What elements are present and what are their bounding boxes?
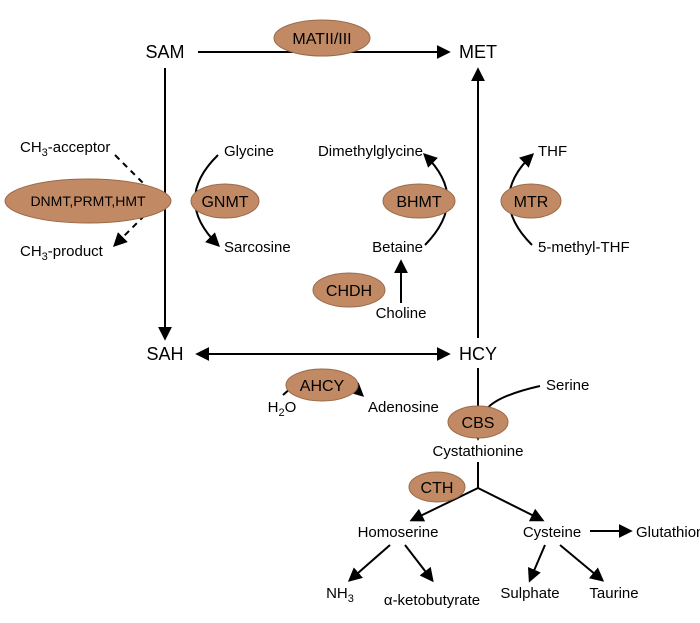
node-met: MET [459,42,497,62]
node-cysteine: Cysteine [523,524,581,541]
node-ch3-product: CH3-product [20,243,104,263]
node-5mthf: 5-methyl-THF [538,239,630,256]
enzyme-bhmt: BHMT [396,194,442,211]
enzyme-matii-iii: MATII/III [292,31,351,48]
enzyme-mtr: MTR [514,194,549,211]
node-cystathionine: Cystathionine [433,443,524,460]
enzyme-cth: CTH [421,480,454,497]
node-betaine: Betaine [372,239,423,256]
node-dmg: Dimethylglycine [318,143,423,160]
curve-serine [486,386,540,410]
edge-cys-sulph [530,545,545,580]
node-h2o: H2O [268,399,297,419]
node-nh3: NH3 [326,585,354,605]
node-taurine: Taurine [589,585,638,602]
node-sah: SAH [146,344,183,364]
enzyme-dnmt: DNMT,PRMT,HMT [30,193,146,209]
node-aketobutyrate: α-ketobutyrate [384,592,480,609]
node-adenosine: Adenosine [368,399,439,416]
node-hcy: HCY [459,344,497,364]
node-glycine: Glycine [224,143,274,160]
edge-cth-cysteine [478,488,542,520]
node-sulphate: Sulphate [500,585,559,602]
edge-homo-nh3 [350,545,390,580]
node-thf: THF [538,143,567,160]
enzyme-gnmt: GNMT [201,194,248,211]
node-ch3-acceptor: CH3-acceptor [20,139,110,159]
node-glutathione: Glutathione [636,524,700,541]
enzyme-ahcy: AHCY [300,378,345,395]
node-sam: SAM [145,42,184,62]
node-homoserine: Homoserine [358,524,439,541]
enzyme-chdh: CHDH [326,283,372,300]
edge-cys-tau [560,545,602,580]
node-serine: Serine [546,377,589,394]
node-choline: Choline [376,305,427,322]
node-sarcosine: Sarcosine [224,239,291,256]
edge-homo-akb [405,545,432,580]
enzyme-cbs: CBS [462,415,495,432]
